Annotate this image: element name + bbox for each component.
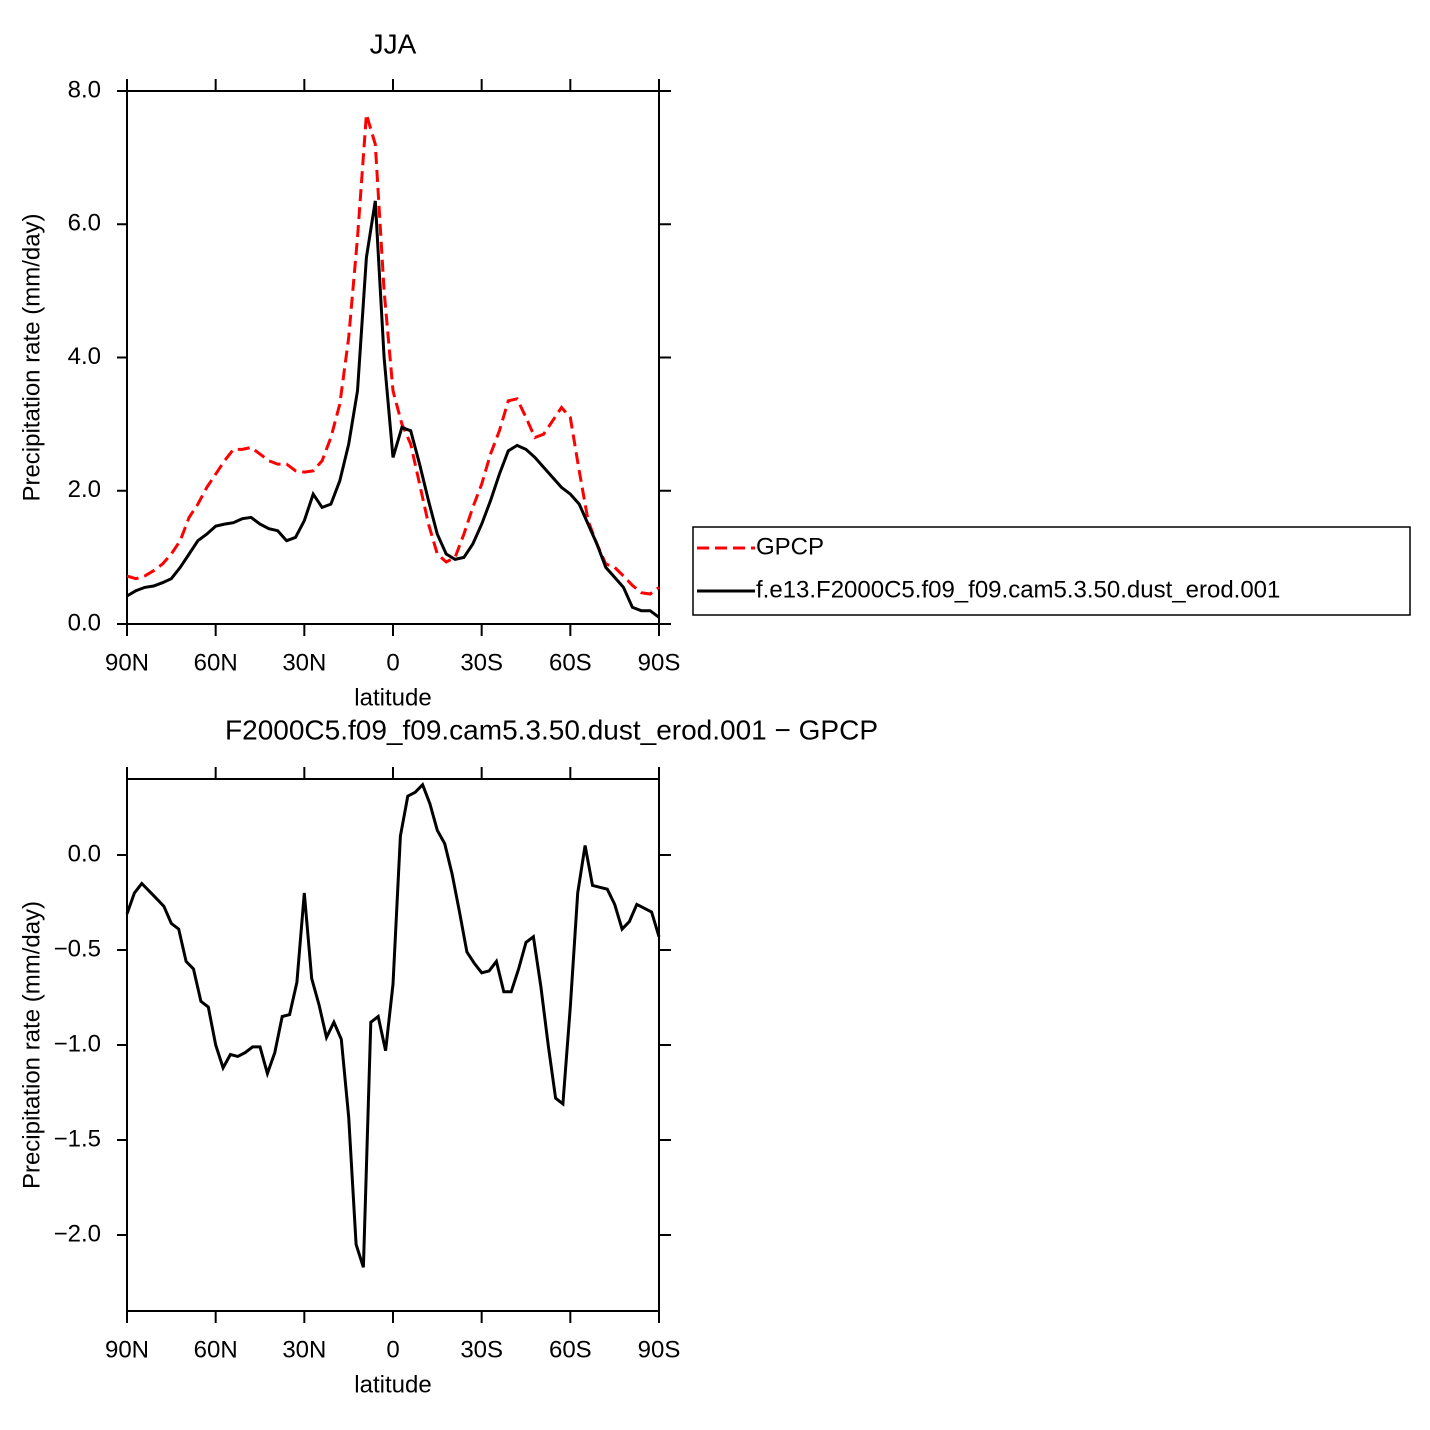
x-tick-label: 30N bbox=[282, 1336, 326, 1363]
x-tick-label: 0 bbox=[386, 649, 399, 676]
y-tick-label: −1.5 bbox=[54, 1125, 101, 1152]
y-tick-label: 2.0 bbox=[68, 476, 101, 503]
y-tick-label: −1.0 bbox=[54, 1030, 101, 1057]
legend-label: GPCP bbox=[756, 533, 824, 560]
y-axis-label: Precipitation rate (mm/day) bbox=[18, 213, 45, 501]
x-tick-label: 90N bbox=[105, 649, 149, 676]
y-tick-label: 6.0 bbox=[68, 210, 101, 237]
chart-title: F2000C5.f09_f09.cam5.3.50.dust_erod.001 … bbox=[225, 714, 878, 745]
x-tick-label: 30N bbox=[282, 649, 326, 676]
x-tick-label: 90S bbox=[638, 649, 681, 676]
legend-box bbox=[692, 526, 1411, 616]
data-line bbox=[126, 113, 660, 596]
y-tick-label: 4.0 bbox=[68, 343, 101, 370]
y-tick-label: −0.5 bbox=[54, 935, 101, 962]
x-axis-label: latitude bbox=[354, 684, 431, 711]
plot-frame bbox=[126, 90, 660, 625]
y-tick-label: 8.0 bbox=[68, 76, 101, 103]
y-tick-label: −2.0 bbox=[54, 1220, 101, 1247]
x-tick-label: 60N bbox=[194, 1336, 238, 1363]
x-tick-label: 30S bbox=[460, 1336, 503, 1363]
chart-title: JJA bbox=[370, 28, 417, 59]
x-tick-label: 90N bbox=[105, 1336, 149, 1363]
x-tick-label: 60S bbox=[549, 649, 592, 676]
data-line bbox=[125, 781, 661, 1268]
y-tick-label: 0.0 bbox=[68, 840, 101, 867]
y-tick-label: 0.0 bbox=[68, 609, 101, 636]
x-tick-label: 0 bbox=[386, 1336, 399, 1363]
x-axis-label: latitude bbox=[354, 1371, 431, 1398]
legend-label: f.e13.F2000C5.f09_f09.cam5.3.50.dust_ero… bbox=[756, 576, 1280, 603]
x-tick-label: 30S bbox=[460, 649, 503, 676]
data-line bbox=[126, 200, 660, 619]
x-tick-label: 90S bbox=[638, 1336, 681, 1363]
x-tick-label: 60S bbox=[549, 1336, 592, 1363]
y-axis-label: Precipitation rate (mm/day) bbox=[18, 901, 45, 1189]
x-tick-label: 60N bbox=[194, 649, 238, 676]
plot-frame bbox=[126, 778, 660, 1312]
